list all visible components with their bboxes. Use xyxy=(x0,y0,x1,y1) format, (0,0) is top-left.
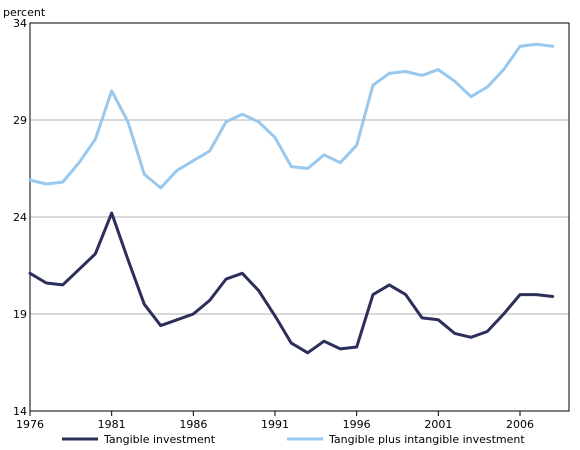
series-line-tangible-investment xyxy=(28,211,555,355)
y-axis-ticks: 14 19 24 29 34 xyxy=(13,17,27,418)
x-tick-label-2006: 2006 xyxy=(506,418,534,431)
x-tick-label-1991: 1991 xyxy=(261,418,289,431)
x-tick-label-1981: 1981 xyxy=(98,418,126,431)
y-tick-label-14: 14 xyxy=(13,405,27,418)
gridlines xyxy=(30,119,569,315)
y-tick-label-29: 29 xyxy=(13,114,27,127)
y-axis-unit-label: percent xyxy=(3,6,46,19)
y-tick-label-19: 19 xyxy=(13,308,27,321)
y-tick-label-34: 34 xyxy=(13,17,27,30)
series-line-tangible-plus-intangible-investment xyxy=(28,42,555,190)
legend-label-tangible-investment: Tangible investment xyxy=(103,433,216,446)
x-tick-label-1976: 1976 xyxy=(16,418,44,431)
legend: Tangible investment Tangible plus intangi… xyxy=(62,433,525,446)
legend-label-tangible-plus-intangible-investment: Tangible plus intangible investment xyxy=(328,433,525,446)
y-tick-label-24: 24 xyxy=(13,211,27,224)
x-axis-ticks: 1976 1981 1986 1991 1996 2001 2006 xyxy=(16,411,534,431)
x-tick-label-1986: 1986 xyxy=(179,418,207,431)
plot-area-frame xyxy=(29,22,570,412)
x-tick-label-1996: 1996 xyxy=(343,418,371,431)
series-lines xyxy=(28,42,555,355)
x-tick-label-2001: 2001 xyxy=(424,418,452,431)
